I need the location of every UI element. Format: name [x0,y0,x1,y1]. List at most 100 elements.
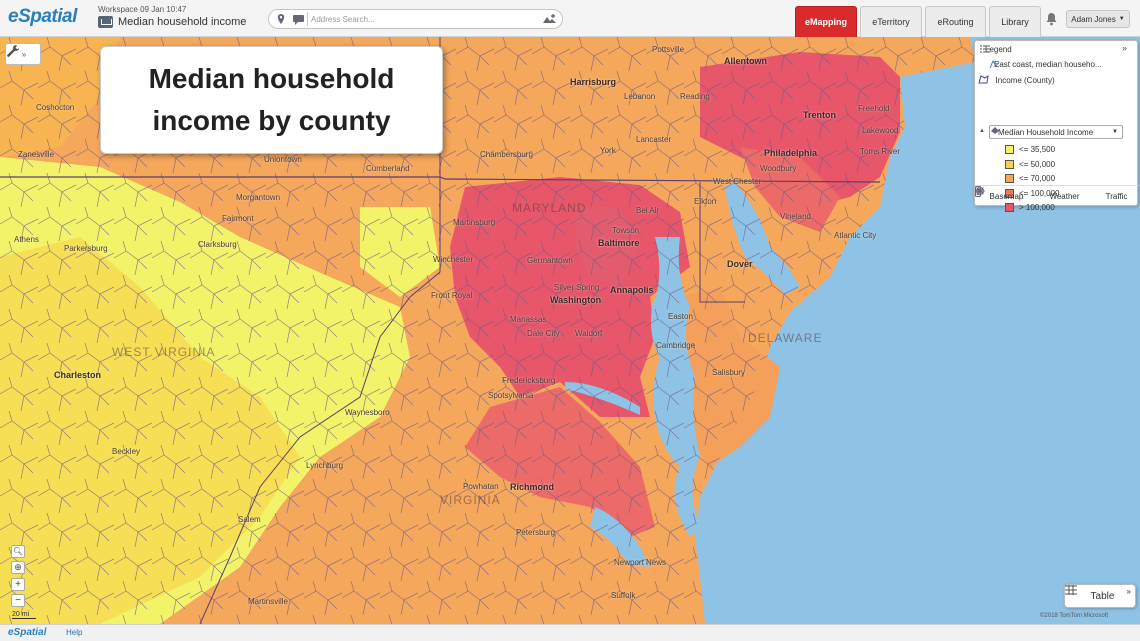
legend-panel: Legend » East coast, median househo... ✔… [974,40,1139,212]
collapse-legend-icon[interactable]: » [1122,43,1128,53]
legend-field-select[interactable]: Median Household Income ▼ [989,125,1123,139]
city-label: Zanesville [18,150,55,159]
legend-sublayer[interactable]: ✔ Income (County) [978,75,1055,86]
city-label: Morgantown [236,193,281,202]
city-label: Trenton [803,110,836,120]
city-label: West Chester [713,177,762,186]
crosshair-icon: ⊕ [14,562,22,572]
zoom-region-button[interactable]: 🔍︎ [11,545,25,558]
city-label: Dale City [527,329,560,338]
legend-item-label: > 100,000 [1019,203,1055,212]
weather-label: Weather [1049,192,1080,201]
city-label: Athens [14,235,39,244]
add-location-icon[interactable] [273,12,289,26]
state-label: MARYLAND [512,201,587,215]
map-title-card[interactable]: Median household income by county [100,46,443,154]
legend-item[interactable]: <= 35,500 [1005,145,1055,154]
city-label: Toms River [860,147,901,156]
legend-swatch [1005,174,1014,183]
city-label: Martinsburg [453,218,496,227]
help-link[interactable]: Help [66,628,83,637]
city-label: Freehold [858,104,890,113]
tab-library[interactable]: Library [989,6,1041,37]
legend-layer[interactable]: East coast, median househo... [989,60,1102,69]
user-menu[interactable]: Adam Jones ▼ [1066,10,1130,28]
plus-icon: + [15,579,21,590]
address-search-input[interactable] [311,11,536,27]
zoom-out-button[interactable]: − [11,594,25,607]
city-label: Towson [612,226,640,235]
traffic-button[interactable]: Traffic [975,186,1127,201]
basemap-button[interactable]: Basemap [976,186,1023,201]
legend-item-label: <= 35,500 [1019,145,1056,154]
city-label: Baltimore [598,238,640,248]
city-label: Lancaster [636,135,672,144]
footer-logo[interactable]: eSpatial [8,627,47,638]
city-label: Spotsylvania [488,391,534,400]
legend-swatch [1005,145,1014,154]
city-label: Manassas [510,315,547,324]
legend-item[interactable]: <= 50,000 [1005,159,1055,169]
zoom-in-button[interactable]: + [11,578,25,591]
expand-up-icon: » [1126,587,1131,596]
legend-header[interactable]: Legend [980,45,1012,54]
state-label: WEST VIRGINIA [112,345,216,359]
tab-erouting[interactable]: eRouting [925,6,986,37]
chevron-down-icon: ▼ [1112,129,1118,135]
legend-swatch [1005,159,1014,169]
locate-button[interactable]: ⊕ [11,561,25,574]
map-title-text: Median household income by county [148,63,395,136]
legend-item[interactable]: <= 100,000 [1005,188,1060,198]
city-label: Waynesboro [345,408,390,417]
table-button[interactable]: Table » [1064,584,1136,608]
city-label: Richmond [510,482,554,492]
map-tools-button[interactable]: » [5,43,41,65]
add-pin-icon[interactable] [541,12,557,26]
workspace-title[interactable]: Median household income [98,16,246,28]
city-label: Philadelphia [764,148,818,158]
address-search-bar [268,9,563,29]
city-label: Atlantic City [834,231,877,240]
city-label: Dover [727,259,753,269]
city-label: Petersburg [516,528,556,537]
city-label: Germantown [527,256,573,265]
tab-eterritory[interactable]: eTerritory [860,6,922,37]
map-canvas[interactable]: Pottsville Allentown Harrisburg Lebanon … [0,37,1140,624]
city-label: Front Royal [431,291,473,300]
magnifier-icon: 🔍︎ [12,547,24,556]
city-label: Suffolk [611,591,636,600]
city-label: Clarksburg [198,240,237,249]
comment-location-icon[interactable] [290,12,306,26]
scale-bar: 20 mi [12,611,36,619]
city-label: Lynchburg [306,461,344,470]
city-label: Easton [668,312,693,321]
double-chevron-right-icon: » [21,49,27,59]
table-label: Table [1090,590,1115,602]
city-label: Lebanon [624,92,656,101]
top-bar: eSpatial Workspace 09 Jan 10:47 Median h… [0,0,1140,37]
legend-item-label: <= 70,000 [1019,174,1056,183]
expand-triangle-icon[interactable]: ▲ [979,128,985,134]
city-label: York [600,146,616,155]
legend-sublayer-name: Income (County) [995,76,1055,85]
legend-footer: Basemap Weather Traffic [975,185,1139,207]
legend-item[interactable]: > 100,000 [1005,203,1055,212]
choropleth-map [0,37,1140,624]
brand-logo[interactable]: eSpatial [8,6,77,27]
workspace-title-text: Median household income [118,16,247,28]
tab-emapping[interactable]: eMapping [795,6,857,37]
legend-item[interactable]: <= 70,000 [1005,174,1055,183]
weather-button[interactable]: Weather [975,186,1080,201]
notification-bell-icon[interactable] [1045,12,1059,26]
city-label: Silver Spring [554,283,600,292]
city-label: Charleston [54,370,102,380]
city-label: Washington [550,295,602,305]
city-label: Cambridge [656,341,696,350]
city-label: Powhatan [463,482,499,491]
city-label: Parkersburg [64,244,108,253]
city-label: Pottsville [652,45,685,54]
map-attribution: ©2018 TomTom Microsoft [1040,613,1109,619]
legend-swatch [1005,203,1014,212]
city-label: Beckley [112,447,141,456]
legend-item-label: <= 100,000 [1019,188,1060,198]
